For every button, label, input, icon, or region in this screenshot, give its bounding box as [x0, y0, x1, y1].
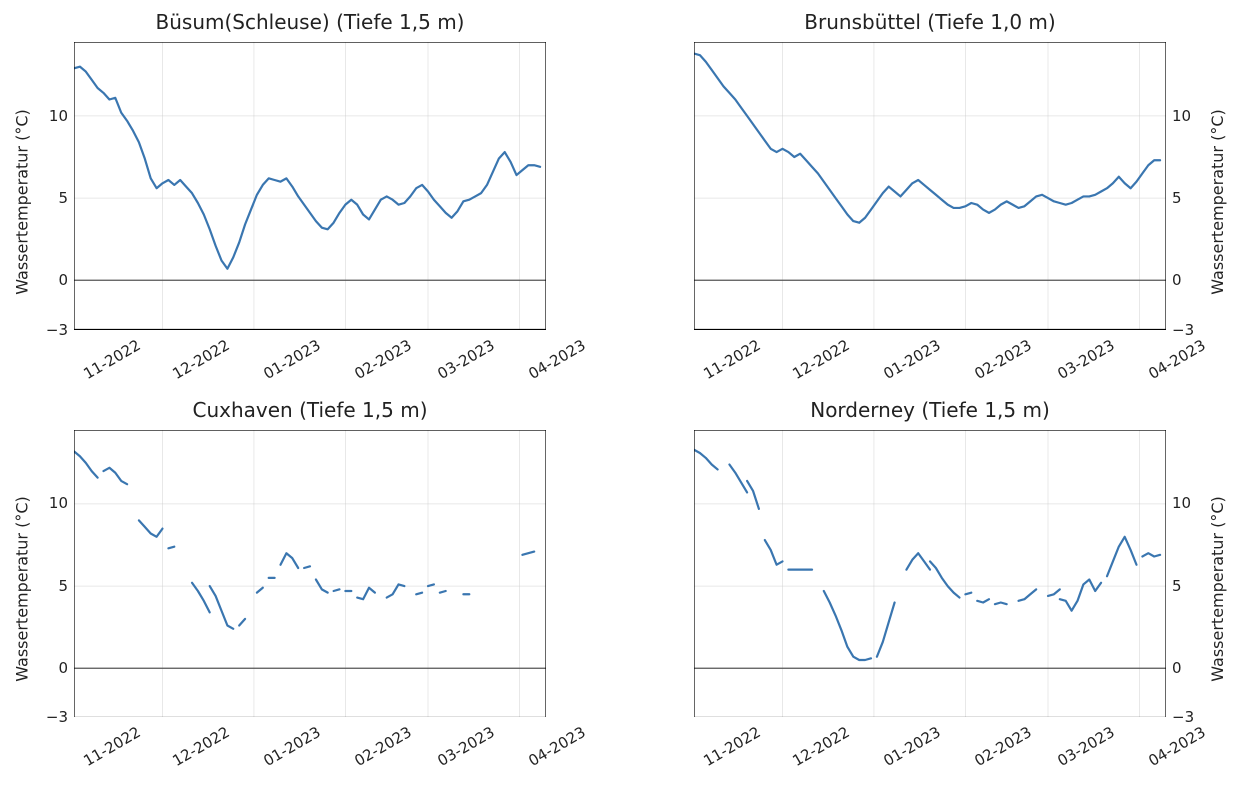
y-tick-label: −3 — [1166, 708, 1194, 726]
y-tick-label: −3 — [1166, 321, 1194, 339]
x-tick-label: 02-2023 — [972, 723, 1035, 770]
y-ticks: −30510 — [694, 430, 1166, 718]
x-tick-label: 01-2023 — [260, 336, 323, 383]
y-tick-label: 10 — [1166, 494, 1191, 512]
y-tick-label: 5 — [1166, 189, 1182, 207]
x-tick-label: 03-2023 — [434, 723, 497, 770]
x-ticks: 11-202212-202201-202302-202303-202304-20… — [694, 330, 1166, 368]
x-tick-label: 03-2023 — [434, 336, 497, 383]
y-tick-label: 0 — [58, 659, 74, 677]
x-tick-label: 12-2022 — [169, 336, 232, 383]
x-tick-label: 11-2022 — [700, 336, 763, 383]
x-tick-label: 01-2023 — [880, 723, 943, 770]
x-tick-label: 03-2023 — [1054, 723, 1117, 770]
x-tick-label: 02-2023 — [352, 723, 415, 770]
x-tick-label: 04-2023 — [1146, 723, 1209, 770]
x-tick-label: 02-2023 — [972, 336, 1035, 383]
y-tick-label: 10 — [49, 107, 74, 125]
y-tick-label: 10 — [1166, 107, 1191, 125]
x-tick-label: 02-2023 — [352, 336, 415, 383]
x-ticks: 11-202212-202201-202302-202303-202304-20… — [74, 330, 546, 368]
x-tick-label: 01-2023 — [260, 723, 323, 770]
plot-area: Wassertemperatur (°C)−3051011-202212-202… — [30, 42, 590, 362]
x-tick-label: 11-2022 — [700, 723, 763, 770]
x-tick-label: 11-2022 — [80, 723, 143, 770]
y-tick-label: 0 — [1166, 659, 1182, 677]
y-tick-label: 0 — [1166, 271, 1182, 289]
plot-area: Wassertemperatur (°C)−3051011-202212-202… — [650, 430, 1210, 750]
y-ticks: −30510 — [74, 430, 546, 718]
y-axis-label: Wassertemperatur (°C) — [1209, 496, 1228, 682]
x-tick-label: 01-2023 — [880, 336, 943, 383]
chart-title: Norderney (Tiefe 1,5 m) — [650, 398, 1210, 426]
y-tick-label: −3 — [46, 708, 74, 726]
x-tick-label: 12-2022 — [169, 723, 232, 770]
y-tick-label: −3 — [46, 321, 74, 339]
x-tick-label: 11-2022 — [80, 336, 143, 383]
chart-title: Cuxhaven (Tiefe 1,5 m) — [30, 398, 590, 426]
x-tick-label: 12-2022 — [789, 723, 852, 770]
y-axis-label: Wassertemperatur (°C) — [13, 109, 32, 295]
y-ticks: −30510 — [694, 42, 1166, 330]
y-axis-label: Wassertemperatur (°C) — [13, 496, 32, 682]
x-ticks: 11-202212-202201-202302-202303-202304-20… — [694, 717, 1166, 755]
chart-panel-brunsbuettel: Brunsbüttel (Tiefe 1,0 m)Wassertemperatu… — [650, 10, 1210, 358]
chart-panel-buesum: Büsum(Schleuse) (Tiefe 1,5 m)Wassertempe… — [30, 10, 590, 358]
x-tick-label: 04-2023 — [1146, 336, 1209, 383]
y-tick-label: 5 — [58, 577, 74, 595]
x-tick-label: 04-2023 — [526, 723, 589, 770]
y-tick-label: 0 — [58, 271, 74, 289]
plot-area: Wassertemperatur (°C)−3051011-202212-202… — [30, 430, 590, 750]
y-ticks: −30510 — [74, 42, 546, 330]
y-tick-label: 10 — [49, 494, 74, 512]
x-tick-label: 03-2023 — [1054, 336, 1117, 383]
y-tick-label: 5 — [58, 189, 74, 207]
x-ticks: 11-202212-202201-202302-202303-202304-20… — [74, 717, 546, 755]
chart-panel-cuxhaven: Cuxhaven (Tiefe 1,5 m)Wassertemperatur (… — [30, 398, 590, 746]
chart-panel-norderney: Norderney (Tiefe 1,5 m)Wassertemperatur … — [650, 398, 1210, 746]
chart-title: Büsum(Schleuse) (Tiefe 1,5 m) — [30, 10, 590, 38]
x-tick-label: 12-2022 — [789, 336, 852, 383]
chart-title: Brunsbüttel (Tiefe 1,0 m) — [650, 10, 1210, 38]
x-tick-label: 04-2023 — [526, 336, 589, 383]
y-tick-label: 5 — [1166, 577, 1182, 595]
y-axis-label: Wassertemperatur (°C) — [1209, 109, 1228, 295]
plot-area: Wassertemperatur (°C)−3051011-202212-202… — [650, 42, 1210, 362]
